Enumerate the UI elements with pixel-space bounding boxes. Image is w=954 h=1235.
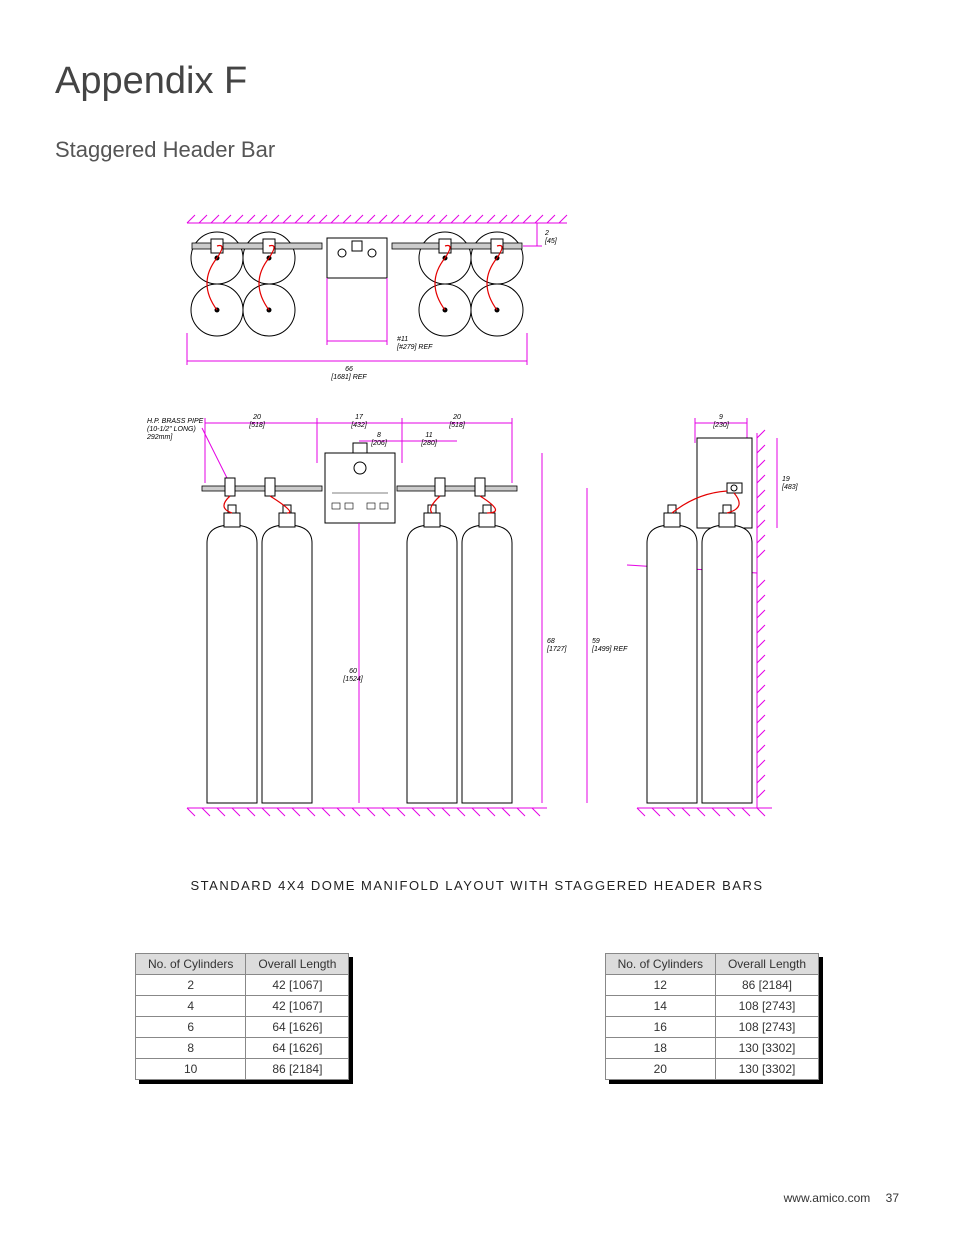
table-cell: 130 [3302]	[715, 1059, 818, 1080]
table-header: No. of Cylinders	[136, 954, 246, 975]
page-number: 37	[886, 1191, 899, 1205]
table-header: No. of Cylinders	[605, 954, 715, 975]
technical-diagram: 2 [45] #11 [#279] REF 66 [1681] REF H.P.…	[147, 213, 807, 858]
table-header: Overall Length	[715, 954, 818, 975]
svg-text:66: 66	[345, 366, 353, 373]
table-cell: 14	[605, 996, 715, 1017]
table-cell: 86 [2184]	[715, 975, 818, 996]
table-cell: 64 [1626]	[246, 1038, 349, 1059]
svg-text:(10-1/2" LONG): (10-1/2" LONG)	[147, 426, 196, 433]
table-row: 20130 [3302]	[605, 1059, 818, 1080]
svg-text:59: 59	[592, 638, 600, 645]
table-row: 442 [1067]	[136, 996, 349, 1017]
svg-text:[206]: [206]	[370, 440, 388, 447]
table-cell: 86 [2184]	[246, 1059, 349, 1080]
table-row: 664 [1626]	[136, 1017, 349, 1038]
svg-text:292mm]: 292mm]	[147, 434, 173, 441]
table-cell: 20	[605, 1059, 715, 1080]
svg-text:20: 20	[452, 414, 461, 421]
svg-text:[518]: [518]	[248, 422, 266, 429]
svg-text:8: 8	[377, 432, 381, 439]
diagram-caption: STANDARD 4X4 DOME MANIFOLD LAYOUT WITH S…	[55, 878, 899, 893]
table-cell: 8	[136, 1038, 246, 1059]
svg-text:[1499] REF: [1499] REF	[591, 646, 628, 653]
table-cell: 108 [2743]	[715, 1017, 818, 1038]
footer-url: www.amico.com	[784, 1191, 871, 1205]
svg-text:17: 17	[355, 414, 364, 421]
dimensions-table-left: No. of Cylinders Overall Length 242 [106…	[135, 953, 349, 1080]
table-cell: 16	[605, 1017, 715, 1038]
dimensions-table-right: No. of Cylinders Overall Length 1286 [21…	[605, 953, 819, 1080]
table-cell: 12	[605, 975, 715, 996]
svg-text:[518]: [518]	[448, 422, 466, 429]
table-row: 18130 [3302]	[605, 1038, 818, 1059]
table-row: 14108 [2743]	[605, 996, 818, 1017]
svg-text:[#279] REF: [#279] REF	[396, 344, 433, 351]
svg-text:9: 9	[719, 414, 723, 421]
table-cell: 2	[136, 975, 246, 996]
svg-text:19: 19	[782, 476, 790, 483]
table-header: Overall Length	[246, 954, 349, 975]
table-cell: 42 [1067]	[246, 975, 349, 996]
table-row: 242 [1067]	[136, 975, 349, 996]
table-cell: 4	[136, 996, 246, 1017]
page-footer: www.amico.com 37	[784, 1191, 899, 1205]
table-cell: 64 [1626]	[246, 1017, 349, 1038]
svg-text:[1524]: [1524]	[342, 676, 364, 683]
svg-text:[483]: [483]	[781, 484, 799, 491]
table-row: 1286 [2184]	[605, 975, 818, 996]
svg-text:[1681] REF: [1681] REF	[330, 374, 367, 381]
svg-text:[432]: [432]	[350, 422, 368, 429]
svg-text:60: 60	[349, 668, 357, 675]
table-cell: 10	[136, 1059, 246, 1080]
svg-text:#11: #11	[397, 336, 408, 343]
svg-text:2: 2	[544, 230, 549, 237]
table-cell: 42 [1067]	[246, 996, 349, 1017]
svg-text:[230]: [230]	[712, 422, 730, 429]
table-row: 1086 [2184]	[136, 1059, 349, 1080]
svg-text:[280]: [280]	[420, 440, 438, 447]
svg-text:20: 20	[252, 414, 261, 421]
table-cell: 6	[136, 1017, 246, 1038]
svg-text:H.P. BRASS PIPE: H.P. BRASS PIPE	[147, 418, 204, 425]
table-cell: 108 [2743]	[715, 996, 818, 1017]
table-cell: 130 [3302]	[715, 1038, 818, 1059]
svg-text:[45]: [45]	[544, 238, 558, 245]
table-row: 864 [1626]	[136, 1038, 349, 1059]
page-subtitle: Staggered Header Bar	[55, 137, 899, 163]
svg-text:[1727]: [1727]	[546, 646, 568, 653]
table-row: 16108 [2743]	[605, 1017, 818, 1038]
svg-text:68: 68	[547, 638, 555, 645]
page-title: Appendix F	[55, 60, 899, 103]
table-cell: 18	[605, 1038, 715, 1059]
svg-text:11: 11	[425, 432, 432, 439]
